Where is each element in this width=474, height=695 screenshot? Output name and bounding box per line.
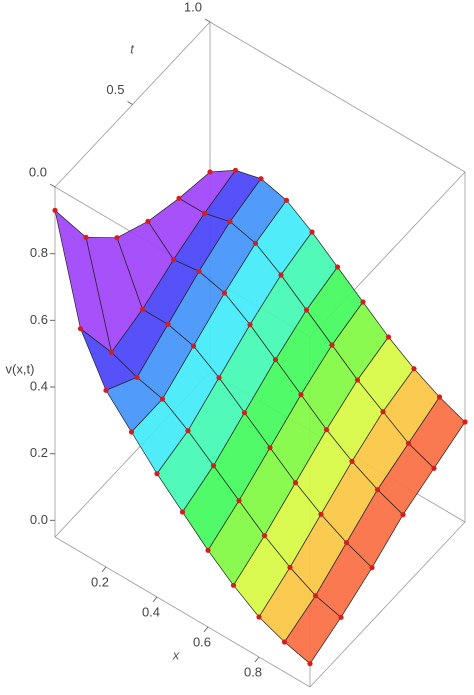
data-point <box>128 429 135 435</box>
data-point <box>114 235 120 241</box>
data-point <box>134 374 140 380</box>
data-point <box>360 299 366 305</box>
data-point <box>236 498 242 504</box>
z-tick-label: 0.2 <box>30 445 48 460</box>
x-axis-label: x <box>172 647 180 662</box>
box-edge <box>209 21 466 173</box>
data-point <box>338 614 344 620</box>
data-point <box>405 440 412 446</box>
t-tick-label: 0.5 <box>106 82 124 97</box>
x-tick <box>254 656 260 663</box>
surface <box>54 169 466 665</box>
data-point <box>252 240 259 246</box>
data-point <box>205 547 211 553</box>
data-point <box>185 428 191 434</box>
data-point <box>190 343 197 349</box>
data-point <box>261 533 268 539</box>
t-tick <box>127 101 133 105</box>
data-point <box>334 264 341 270</box>
data-point <box>207 169 213 175</box>
x-tick-label: 0.2 <box>91 574 109 589</box>
x-tick-label: 0.6 <box>193 634 211 649</box>
data-point <box>258 176 264 182</box>
data-point <box>145 218 151 224</box>
points <box>52 167 468 667</box>
data-point <box>436 394 443 400</box>
data-point <box>278 272 284 278</box>
t-tick-label: 1.0 <box>184 0 202 14</box>
data-point <box>154 471 160 477</box>
data-point <box>103 387 109 393</box>
data-point <box>108 349 115 355</box>
data-point <box>318 511 324 517</box>
data-point <box>385 334 392 340</box>
data-point <box>210 463 217 469</box>
data-point <box>201 210 208 216</box>
data-point <box>343 540 350 546</box>
t-tick <box>204 18 211 23</box>
data-point <box>179 509 186 515</box>
data-point <box>159 396 166 402</box>
data-point <box>247 322 253 328</box>
data-point <box>176 195 182 201</box>
data-point <box>170 257 177 263</box>
data-point <box>303 307 310 313</box>
x-tick <box>203 626 209 633</box>
data-point <box>309 229 315 235</box>
data-point <box>139 306 146 312</box>
data-point <box>196 268 202 274</box>
data-point <box>462 419 468 425</box>
data-point <box>312 593 319 599</box>
axes: 0.2 0.4 0.6 0.8 0.0 0.5 1.0 0.0 0.2 0.4 0.6 0.8 <box>29 0 262 679</box>
z-tick-label: 0.0 <box>30 512 48 527</box>
data-point <box>256 614 262 620</box>
data-point <box>369 565 375 571</box>
z-tick-label: 0.6 <box>30 312 48 327</box>
x-tick-label: 0.4 <box>142 604 160 619</box>
data-point <box>241 410 248 416</box>
data-point <box>287 564 293 570</box>
data-point <box>230 582 237 588</box>
data-point <box>298 392 304 398</box>
data-point <box>281 639 288 645</box>
data-point <box>349 458 355 464</box>
data-point <box>374 487 381 493</box>
data-point <box>380 409 386 415</box>
data-point <box>267 445 273 451</box>
data-point <box>354 377 361 383</box>
box-edge <box>309 521 466 688</box>
data-point <box>307 661 313 667</box>
data-point <box>283 197 290 203</box>
data-point <box>77 326 84 332</box>
z-axis-label: v(x,t) <box>6 361 35 376</box>
data-point <box>232 167 239 173</box>
data-point <box>221 290 228 296</box>
data-point <box>329 342 335 348</box>
data-point <box>411 366 417 372</box>
t-tick-label: 0.0 <box>29 164 47 179</box>
t-axis-label: t <box>130 41 135 56</box>
data-point <box>165 321 171 327</box>
data-point <box>323 427 330 433</box>
t-tick <box>49 183 56 188</box>
data-point <box>227 219 233 225</box>
x-tick <box>101 566 107 573</box>
data-point <box>83 234 89 240</box>
data-point <box>272 357 279 363</box>
data-point <box>216 375 222 381</box>
z-tick-label: 0.8 <box>30 245 48 260</box>
data-point <box>431 465 437 471</box>
z-tick-label: 0.4 <box>30 378 48 393</box>
data-point <box>292 480 299 486</box>
x-tick <box>152 596 158 603</box>
data-point <box>400 512 406 518</box>
x-tick-label: 0.8 <box>244 664 262 679</box>
box-edge <box>54 536 311 688</box>
data-point <box>52 207 58 213</box>
